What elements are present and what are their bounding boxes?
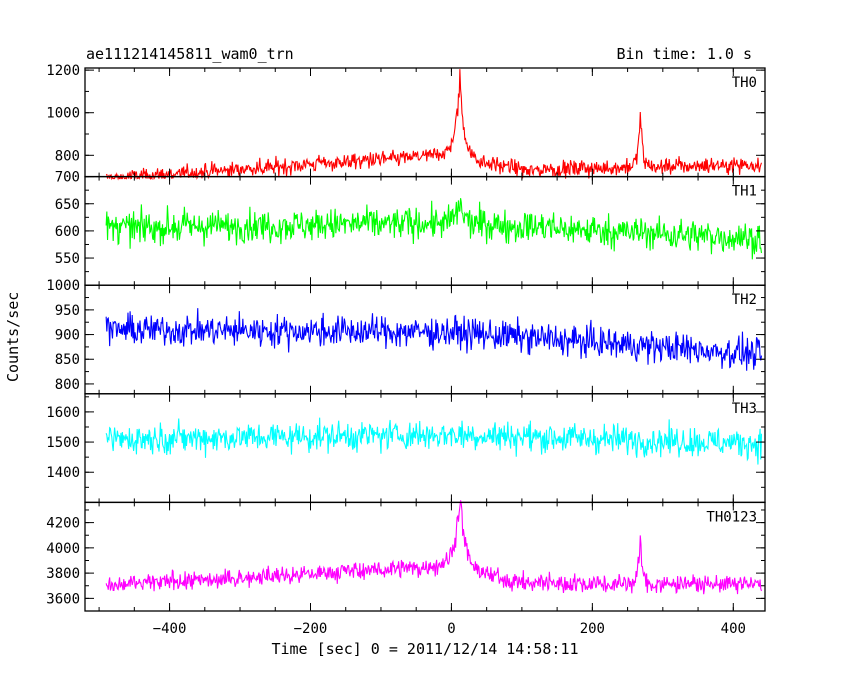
x-tick-label: −200 xyxy=(294,621,328,637)
panel-label-th0123: TH0123 xyxy=(706,509,757,525)
x-axis-label: Time [sec] 0 = 2011/12/14 14:58:11 xyxy=(271,640,579,658)
x-tick-label: −400 xyxy=(153,621,187,637)
y-tick-label: 950 xyxy=(55,303,80,319)
y-tick-label: 4000 xyxy=(46,541,80,557)
series-line-th0123 xyxy=(105,500,763,595)
panel-label-th0: TH0 xyxy=(732,75,757,91)
y-tick-label: 1000 xyxy=(46,106,80,122)
y-tick-label: 1500 xyxy=(46,435,80,451)
x-tick-label: 400 xyxy=(721,621,746,637)
series-line-th2 xyxy=(105,308,763,371)
panel-label-th3: TH3 xyxy=(732,401,757,417)
y-tick-label: 1000 xyxy=(46,278,80,294)
y-tick-label: 550 xyxy=(55,251,80,267)
y-tick-label: 800 xyxy=(55,148,80,164)
y-tick-label: 850 xyxy=(55,352,80,368)
y-tick-label: 1200 xyxy=(46,63,80,79)
y-tick-label: 1400 xyxy=(46,465,80,481)
series-line-th3 xyxy=(105,417,763,465)
y-tick-label: 800 xyxy=(55,377,80,393)
y-tick-label: 4200 xyxy=(46,516,80,532)
series-line-th1 xyxy=(105,198,763,260)
y-tick-label: 1600 xyxy=(46,405,80,421)
y-tick-label: 900 xyxy=(55,328,80,344)
y-tick-label: 700 xyxy=(55,170,80,186)
y-axis-label: Counts/sec xyxy=(4,291,22,382)
y-tick-label: 3600 xyxy=(46,591,80,607)
x-tick-label: 200 xyxy=(580,621,605,637)
bin-time-label: Bin time: 1.0 s xyxy=(616,45,752,63)
panel-frame-th0123 xyxy=(84,501,766,612)
panel-label-th2: TH2 xyxy=(732,292,757,308)
x-tick-label: 0 xyxy=(447,621,455,637)
chart-title: ae111214145811_wam0_trn xyxy=(86,45,294,63)
y-tick-label: 650 xyxy=(55,197,80,213)
y-tick-label: 3800 xyxy=(46,566,80,582)
panel-frame-th0 xyxy=(84,67,766,178)
series-line-th0 xyxy=(106,69,763,181)
panel-label-th1: TH1 xyxy=(732,184,757,200)
y-tick-label: 600 xyxy=(55,224,80,240)
